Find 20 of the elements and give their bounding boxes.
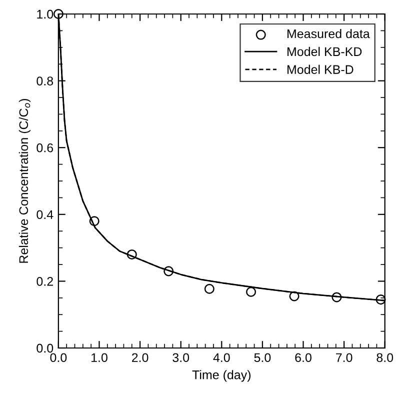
x-axis-title: Time (day): [192, 370, 251, 382]
x-tick-label: 2.0: [132, 353, 148, 362]
x-tick-label: 8.0: [376, 353, 394, 362]
x-tick-label: 3.0: [172, 353, 190, 362]
x-tick-label: 5.0: [254, 353, 271, 362]
y-tick-label: 1.0: [37, 10, 54, 19]
legend-label: Model KB-KD: [288, 46, 362, 56]
x-tick-label: 7.0: [336, 353, 352, 362]
y-tick-label: 0.2: [36, 277, 53, 286]
x-tick-label: 1.0: [92, 353, 108, 362]
y-tick-label: 0.8: [36, 76, 54, 86]
legend-label: Measured data: [288, 29, 370, 38]
x-tick-label: 6.0: [295, 353, 312, 362]
y-axis-title: Relative Concentration (C/C$_{o}$): [18, 98, 31, 263]
x-tick-label: 0.0: [50, 353, 67, 362]
y-tick-label: 0.4: [36, 210, 54, 220]
y-tick-label: 0.6: [36, 143, 54, 152]
y-tick-label: 0.0: [36, 344, 54, 353]
legend-label: Model KB-D: [288, 64, 354, 74]
x-tick-label: 4.0: [213, 353, 230, 362]
